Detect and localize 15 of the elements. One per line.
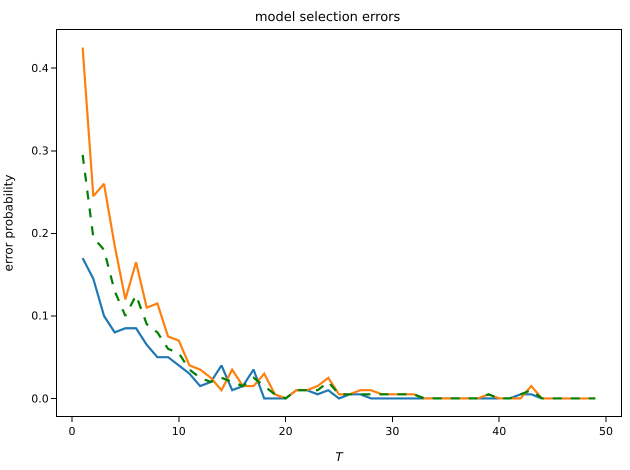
x-tick-label: 50 [599,425,614,438]
y-tick-label: 0.0 [31,392,49,406]
x-tick-label: 10 [172,425,186,438]
x-tick-label: 40 [492,425,506,438]
y-tick-label: 0.3 [31,144,49,158]
y-tick-label: 0.1 [31,310,49,323]
x-axis-title: T [335,450,344,464]
y-tick-label: 0.4 [31,62,49,76]
x-tick-label: 20 [278,425,293,438]
chart-title: model selection errors [254,10,401,25]
x-tick-label: 0 [68,425,76,438]
y-axis-title: error probability [2,174,16,272]
line-series [82,154,596,400]
y-tick-label: 0.2 [31,227,49,240]
x-tick-label: 30 [385,425,400,438]
